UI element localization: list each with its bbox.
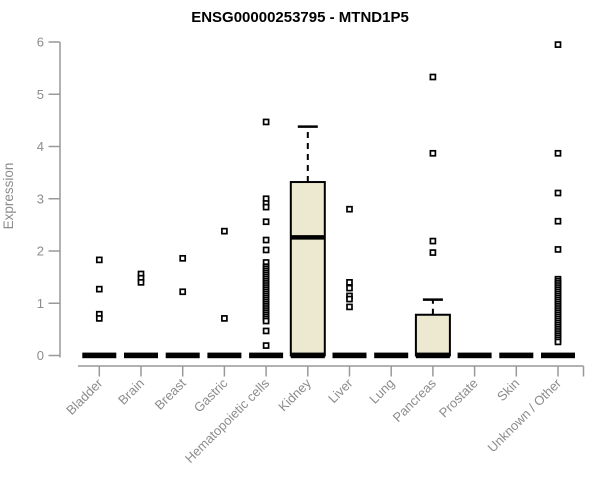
outlier-point bbox=[429, 237, 437, 245]
outlier-point bbox=[554, 217, 562, 225]
outlier-point bbox=[554, 149, 562, 157]
outlier-point bbox=[179, 254, 187, 262]
zero-median-bar bbox=[290, 352, 325, 359]
zero-median-bar bbox=[415, 352, 450, 359]
outlier-point bbox=[95, 315, 103, 322]
outlier-point bbox=[554, 338, 562, 346]
outlier-point bbox=[346, 279, 353, 286]
outlier-point bbox=[262, 218, 270, 226]
x-tick-label: Skin bbox=[494, 376, 522, 404]
zero-median-bar bbox=[374, 352, 409, 359]
x-tick-label: Unknown / Other bbox=[485, 375, 565, 455]
x-tick-label: Liver bbox=[325, 375, 356, 406]
zero-median-bar bbox=[332, 352, 367, 359]
outlier-point bbox=[554, 41, 562, 48]
outlier-point bbox=[262, 118, 270, 126]
x-tick-label: Lung bbox=[366, 376, 397, 407]
box-iqr bbox=[414, 313, 451, 357]
outlier-point bbox=[262, 236, 270, 244]
outlier-point bbox=[137, 279, 145, 286]
outlier-point bbox=[262, 317, 270, 325]
outlier-point bbox=[346, 205, 353, 213]
y-tick-label: 5 bbox=[37, 87, 44, 102]
x-tick-label: Brain bbox=[115, 376, 147, 408]
outlier-point bbox=[262, 342, 270, 349]
y-tick-label: 1 bbox=[37, 296, 44, 311]
y-tick-label: 4 bbox=[37, 139, 44, 154]
outlier-point bbox=[95, 256, 103, 264]
outlier-point bbox=[262, 246, 270, 254]
y-axis: 0 1 2 3 4 5 6 bbox=[37, 35, 61, 363]
outlier-point bbox=[221, 315, 228, 322]
y-tick-label: 3 bbox=[37, 191, 44, 206]
y-tick-label: 6 bbox=[37, 35, 44, 50]
outlier-point bbox=[95, 285, 103, 293]
outlier-point bbox=[179, 288, 187, 296]
zero-median-bar bbox=[541, 352, 575, 359]
y-axis-label: Expression bbox=[1, 163, 16, 230]
zero-median-bar bbox=[207, 352, 242, 359]
outlier-point bbox=[429, 149, 437, 157]
box-iqr bbox=[289, 181, 326, 357]
outlier-point bbox=[346, 284, 353, 292]
outlier-point bbox=[346, 303, 353, 311]
x-tick-label: Gastric bbox=[191, 375, 231, 415]
zero-median-bar bbox=[165, 352, 200, 359]
y-tick-label: 0 bbox=[37, 348, 44, 363]
plot-area bbox=[82, 41, 575, 359]
zero-median-bar bbox=[249, 352, 284, 359]
outlier-point bbox=[346, 295, 353, 303]
x-tick-label: Breast bbox=[152, 375, 189, 412]
outlier-point bbox=[554, 189, 562, 197]
zero-median-bar bbox=[124, 352, 158, 359]
outlier-point bbox=[554, 246, 562, 253]
x-tick-label: Pancreas bbox=[390, 375, 440, 425]
zero-median-bar bbox=[457, 352, 492, 359]
x-tick-label: Kidney bbox=[275, 375, 314, 414]
x-tick-label: Bladder bbox=[63, 375, 106, 418]
chart-title: ENSG00000253795 - MTND1P5 bbox=[191, 9, 409, 26]
x-tick-label: Prostate bbox=[436, 376, 481, 421]
outlier-point bbox=[262, 327, 270, 335]
y-tick-label: 2 bbox=[37, 244, 44, 259]
outlier-point bbox=[429, 249, 437, 256]
outlier-point bbox=[221, 227, 228, 235]
zero-median-bar bbox=[82, 352, 117, 359]
zero-median-bar bbox=[499, 352, 534, 359]
outlier-point bbox=[262, 203, 270, 211]
outlier-point bbox=[429, 73, 437, 81]
